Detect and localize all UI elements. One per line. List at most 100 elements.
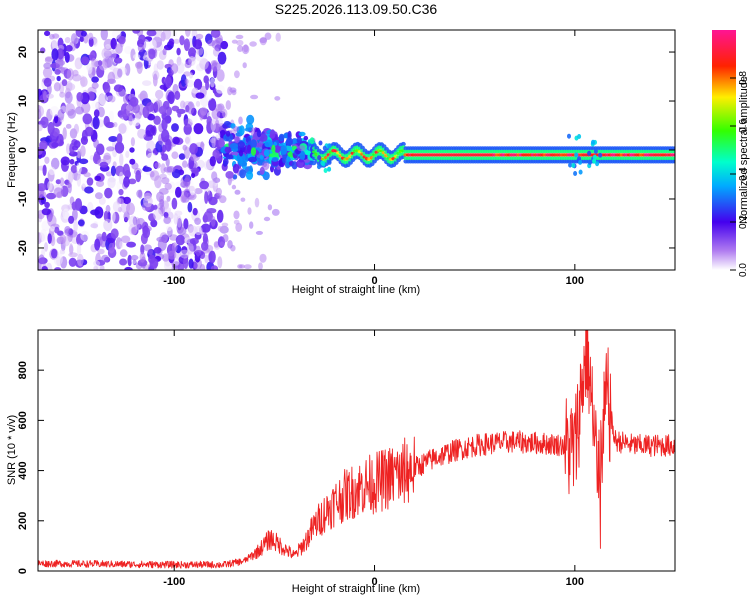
- spectrogram-cell-240: [119, 249, 128, 258]
- spectrogram-cell-1336: [296, 159, 306, 169]
- spectrogram-cell-446: [125, 150, 130, 158]
- spectrogram-cell-896: [158, 106, 167, 115]
- spectrogram-cell-342: [176, 61, 185, 74]
- spectrogram-cell-931: [249, 221, 254, 229]
- snr-y-tick-label-2: 400: [17, 461, 29, 479]
- spectrogram-cell-736: [189, 112, 198, 124]
- spectrogram-cell-583: [50, 226, 55, 232]
- spectrogram-cell-790: [199, 108, 204, 121]
- spectrogram-cell-4: [86, 177, 94, 186]
- spectrogram-cell-815: [211, 135, 216, 149]
- spectrogram-cell-715: [106, 95, 116, 102]
- spectrogram-cell-29: [100, 30, 108, 41]
- spectrogram-cell-2114: [588, 159, 592, 165]
- spectrogram-cell-907: [235, 34, 244, 40]
- spectrogram-cell-821: [84, 126, 94, 137]
- spectrogram-cell-836: [66, 182, 72, 188]
- spectrogram-cell-880: [210, 119, 216, 132]
- spectrogram-cell-315: [171, 151, 179, 159]
- spectrogram-cell-777: [42, 164, 47, 176]
- spectrogram-cell-1257: [245, 171, 254, 180]
- spectrogram-cell-686: [93, 109, 100, 118]
- spectrogram-cell-800: [93, 138, 99, 149]
- spectrogram-cell-899: [53, 187, 64, 198]
- spectrogram-cell-882: [183, 177, 191, 187]
- spectrogram-cell-758: [51, 248, 58, 259]
- spectrogram-cell-2094: [672, 153, 675, 157]
- spectrogram-cell-744: [131, 117, 141, 127]
- spectrogram-cell-602: [161, 177, 170, 185]
- spectrogram-cell-521: [88, 37, 94, 47]
- spectrogram-cell-725: [84, 186, 94, 194]
- spectrogram-cell-2118: [593, 148, 598, 154]
- spectrogram-cell-717: [136, 189, 143, 198]
- spectrogram-cell-932: [221, 222, 229, 227]
- spectrogram-cell-645: [159, 199, 165, 208]
- snr-x-tick-label-0: -100: [163, 576, 185, 588]
- spectrogram-cell-562: [202, 233, 208, 245]
- spectrogram-cell-921: [225, 100, 231, 110]
- spectrogram-cell-699: [195, 92, 205, 99]
- spectrogram-cell-1338: [309, 137, 315, 145]
- spectrogram-cell-839: [204, 191, 209, 204]
- spectrogram-cell-580: [132, 30, 141, 34]
- spectrogram-cell-918: [231, 39, 238, 44]
- spectrogram-cell-934: [227, 240, 233, 249]
- spectrogram-cell-689: [184, 146, 190, 159]
- spectrogram-y-tick-label-0: -20: [17, 240, 29, 256]
- spectrogram-cell-728: [69, 158, 75, 165]
- spectrogram-cell-763: [51, 142, 59, 148]
- spectrogram-cell-708: [210, 30, 221, 38]
- spectrogram-cell-1282: [239, 169, 247, 179]
- spectrogram-cell-561: [59, 234, 67, 244]
- spectrogram-cell-364: [128, 115, 134, 126]
- spectrogram-cell-872: [65, 45, 73, 52]
- spectrogram-cell-589: [81, 56, 90, 65]
- spectrogram-cell-819: [139, 251, 146, 263]
- spectrogram-cell-933: [222, 108, 228, 118]
- spectrogram-cell-519: [203, 210, 213, 222]
- spectrogram-cell-427: [215, 84, 225, 94]
- spectrogram-cell-803: [171, 242, 178, 253]
- spectrogram-cell-869: [153, 247, 162, 254]
- snr-panel: -100 0 100 0 200 400 600 800 Height of straigh…: [6, 329, 676, 595]
- spectrogram-cell-296: [48, 147, 56, 157]
- spectrogram-cell-2107: [595, 161, 600, 167]
- spectrogram-cell-876: [189, 143, 199, 155]
- spectrogram-cell-421: [128, 178, 137, 185]
- spectrogram-cell-950: [233, 210, 240, 220]
- spectrogram-cell-910: [271, 208, 280, 216]
- spectrogram-cell-1307: [237, 141, 245, 148]
- spectrogram-cell-678: [188, 72, 193, 79]
- spectrogram-cell-734: [164, 182, 172, 190]
- spectrogram-cell-577: [65, 123, 72, 129]
- spectrogram-cell-948: [250, 94, 259, 100]
- spectrogram-cell-266: [196, 159, 205, 169]
- spectrogram-cell-1335: [256, 129, 262, 138]
- colorbar-tick-label-0: 0.0: [738, 263, 749, 277]
- spectrogram-cell-894: [99, 161, 109, 168]
- spectrogram-cell-359: [169, 30, 177, 38]
- spectrogram-cell-820: [68, 215, 75, 224]
- spectrogram-cell-691: [135, 217, 146, 229]
- spectrogram-cell-540: [145, 124, 156, 137]
- spectrogram-cell-228: [124, 266, 133, 270]
- spectrogram-cell-767: [177, 227, 187, 236]
- spectrogram-cell-791: [61, 79, 68, 87]
- spectrogram-cell-867: [147, 248, 153, 256]
- spectrogram-cell-751: [101, 47, 110, 60]
- spectrogram-cell-629: [89, 51, 96, 62]
- spectrogram-cell-812: [51, 48, 59, 61]
- spectrogram-cell-893: [194, 225, 203, 236]
- spectrogram-cell-2098: [568, 162, 573, 168]
- spectrogram-cell-210: [68, 257, 77, 267]
- spectrogram-cell-873: [209, 156, 216, 167]
- spectrogram-cell-1271: [244, 127, 253, 132]
- spectrogram-cell-635: [44, 57, 54, 64]
- spectrogram-cell-939: [231, 184, 237, 190]
- spectrogram-cell-564: [211, 108, 221, 120]
- spectrogram-cell-866: [148, 48, 156, 60]
- spectrogram-x-tick-label-1: 0: [371, 275, 377, 287]
- spectrogram-cell-626: [103, 115, 110, 127]
